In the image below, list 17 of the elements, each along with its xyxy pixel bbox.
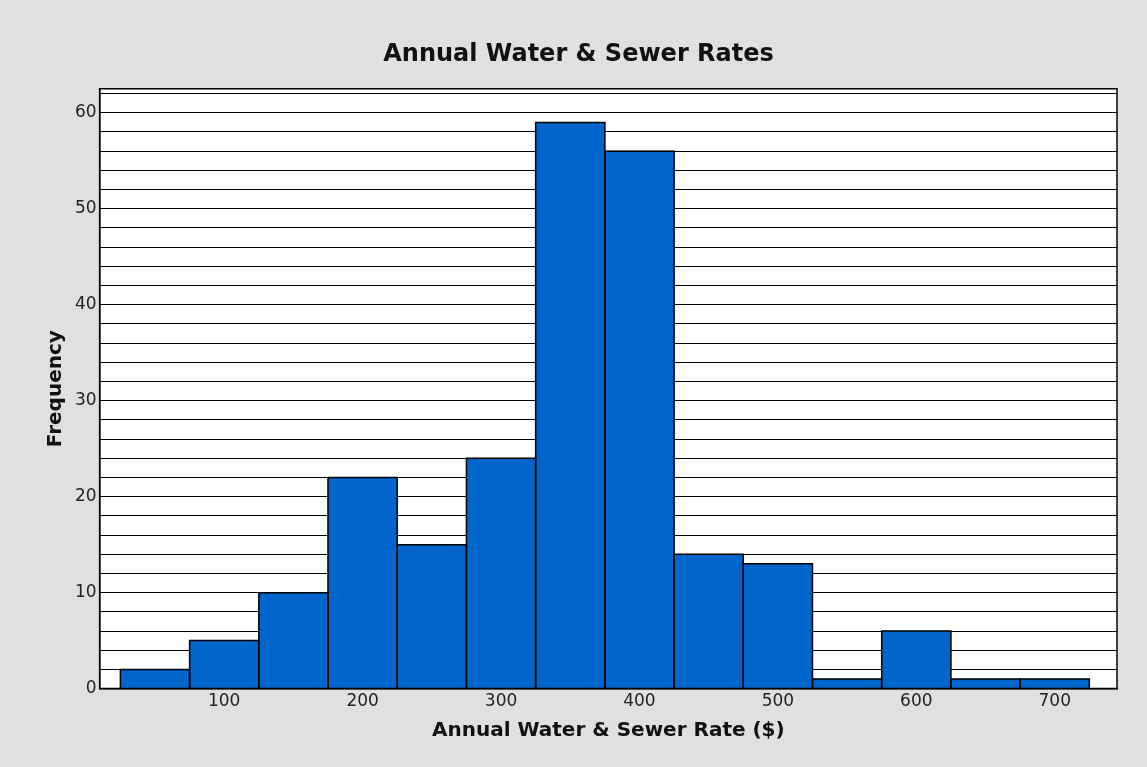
y-tick-label: 40 <box>74 293 97 314</box>
y-tick-label: 20 <box>74 485 97 506</box>
x-tick-label: 400 <box>623 690 656 711</box>
y-tick-label: 10 <box>74 581 97 602</box>
x-tick-label: 200 <box>346 690 379 711</box>
y-axis-title: Frequency <box>42 330 67 448</box>
x-axis-title: Annual Water & Sewer Rate ($) <box>431 717 785 742</box>
x-tick-label: 700 <box>1038 690 1071 711</box>
y-tick-label: 60 <box>74 101 97 122</box>
x-tick-label: 500 <box>761 690 795 711</box>
y-tick-label: 50 <box>74 197 97 218</box>
chart-title: Annual Water & Sewer Rates <box>383 38 774 67</box>
y-tick-label: 0 <box>85 677 97 698</box>
x-tick-label: 300 <box>484 690 518 711</box>
x-tick-label: 600 <box>900 690 933 711</box>
x-tick-label: 100 <box>207 690 241 711</box>
y-tick-label: 30 <box>74 389 97 410</box>
